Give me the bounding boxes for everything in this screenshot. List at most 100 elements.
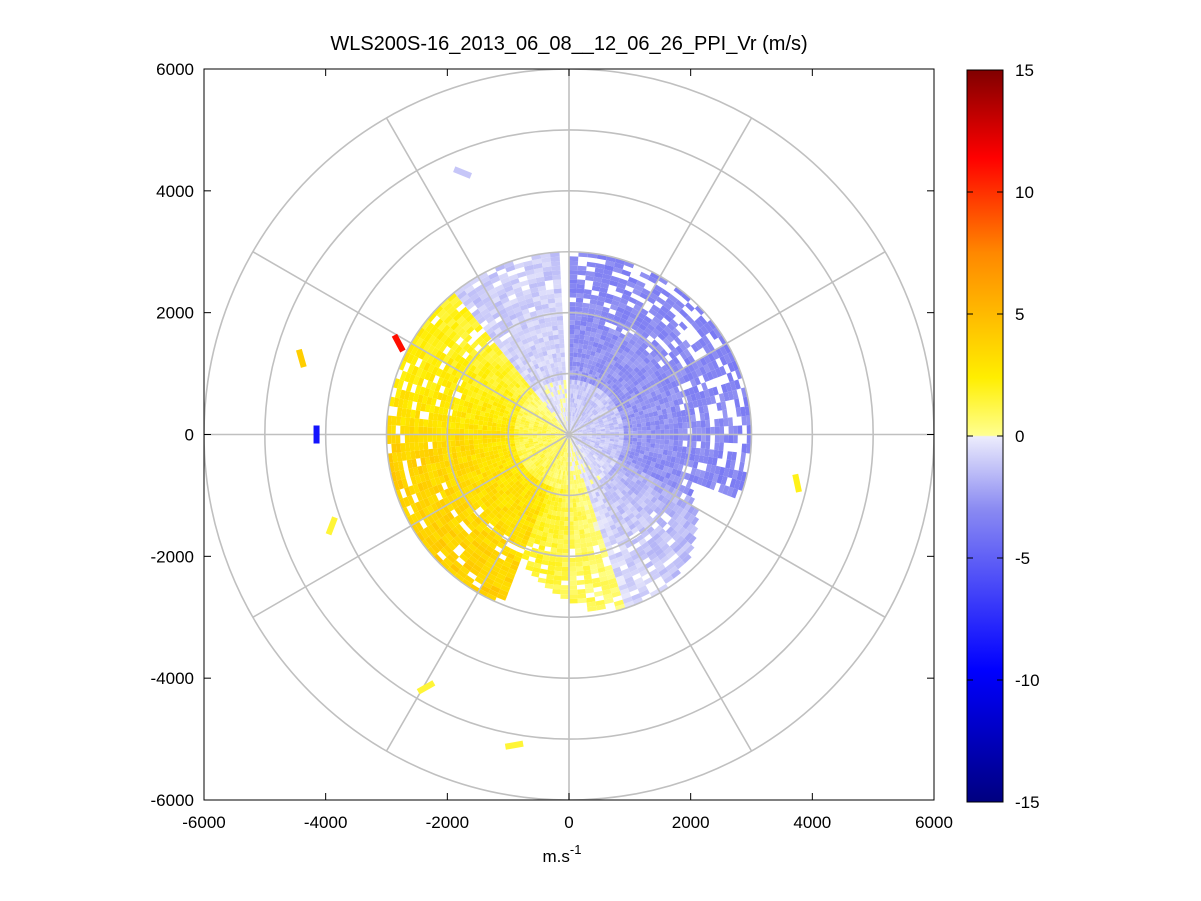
velocity-cell xyxy=(546,537,553,543)
velocity-cell xyxy=(469,444,475,451)
velocity-cell xyxy=(502,560,512,569)
velocity-cell xyxy=(470,454,477,461)
velocity-cell xyxy=(439,333,449,344)
velocity-cell xyxy=(652,452,659,459)
velocity-cell xyxy=(481,372,488,380)
velocity-cell xyxy=(530,407,536,413)
velocity-cell xyxy=(518,501,525,508)
velocity-cell xyxy=(602,273,612,280)
velocity-cell xyxy=(561,437,566,441)
velocity-cell xyxy=(587,410,592,416)
velocity-cell xyxy=(521,524,529,531)
velocity-cell xyxy=(487,446,494,452)
velocity-cell xyxy=(582,401,586,406)
velocity-cell xyxy=(564,512,569,517)
velocity-cell xyxy=(466,345,475,354)
velocity-cell xyxy=(462,310,472,320)
velocity-cell xyxy=(594,421,599,425)
velocity-cell xyxy=(591,430,597,433)
velocity-cell xyxy=(483,526,492,534)
velocity-cell xyxy=(573,431,578,434)
velocity-cell xyxy=(536,281,546,287)
velocity-cell xyxy=(403,390,411,401)
velocity-cell xyxy=(631,459,638,465)
velocity-cell xyxy=(472,563,482,573)
velocity-cell xyxy=(496,445,503,450)
velocity-cell xyxy=(580,395,584,401)
velocity-cell xyxy=(617,407,624,413)
velocity-cell xyxy=(606,379,613,385)
velocity-cell xyxy=(600,528,607,535)
velocity-cell xyxy=(576,469,580,475)
velocity-cell xyxy=(448,486,456,495)
velocity-cell xyxy=(474,312,484,321)
velocity-cell xyxy=(574,408,578,413)
velocity-cell xyxy=(586,597,596,603)
velocity-cell xyxy=(558,529,564,535)
velocity-cell xyxy=(548,560,556,567)
velocity-cell xyxy=(611,590,622,598)
velocity-cell xyxy=(606,489,612,496)
velocity-cell xyxy=(571,421,574,426)
velocity-cell xyxy=(561,407,565,413)
velocity-cell xyxy=(537,457,542,462)
velocity-cell xyxy=(477,370,485,378)
velocity-cell xyxy=(406,459,413,469)
velocity-cell xyxy=(662,396,669,404)
velocity-cell xyxy=(414,521,424,532)
velocity-cell xyxy=(399,370,408,381)
velocity-cell xyxy=(560,435,565,437)
velocity-cell xyxy=(569,324,575,330)
velocity-cell xyxy=(395,434,401,444)
velocity-cell xyxy=(542,380,547,386)
velocity-cell xyxy=(496,593,507,601)
velocity-cell xyxy=(654,473,661,481)
velocity-cell xyxy=(538,318,546,325)
velocity-cell xyxy=(632,427,638,432)
velocity-cell xyxy=(596,407,601,412)
velocity-cell xyxy=(541,331,549,338)
velocity-cell xyxy=(669,434,674,440)
velocity-cell xyxy=(527,390,533,396)
velocity-cell xyxy=(546,446,551,451)
velocity-cell xyxy=(414,474,422,484)
velocity-cell xyxy=(652,328,661,336)
velocity-cell xyxy=(537,371,543,378)
velocity-cell xyxy=(401,451,407,461)
velocity-cell xyxy=(534,390,540,396)
velocity-cell xyxy=(605,459,612,464)
velocity-cell xyxy=(703,322,713,333)
velocity-cell xyxy=(564,416,567,422)
velocity-cell xyxy=(660,571,671,581)
velocity-cell xyxy=(559,451,563,456)
velocity-cell xyxy=(570,420,572,426)
velocity-cell xyxy=(482,401,489,408)
velocity-cell xyxy=(523,476,530,482)
velocity-cell xyxy=(654,499,662,507)
velocity-cell xyxy=(541,436,547,439)
velocity-cell xyxy=(562,422,566,427)
velocity-cell xyxy=(443,387,450,395)
velocity-cell xyxy=(577,420,582,425)
velocity-cell xyxy=(595,424,600,428)
velocity-cell xyxy=(577,428,582,432)
detection-mark xyxy=(391,333,406,353)
velocity-cell xyxy=(577,399,581,405)
velocity-cell xyxy=(484,375,492,383)
velocity-cell xyxy=(556,428,561,432)
velocity-cell xyxy=(478,415,485,421)
velocity-cell xyxy=(682,434,688,441)
velocity-cell xyxy=(698,455,705,463)
velocity-cell xyxy=(563,412,566,417)
velocity-cell xyxy=(624,492,631,499)
velocity-cell xyxy=(543,442,549,446)
velocity-cell xyxy=(469,276,480,286)
velocity-cell xyxy=(465,301,476,311)
velocity-cell xyxy=(579,443,584,447)
velocity-cell xyxy=(502,480,509,487)
velocity-cell xyxy=(692,427,697,435)
velocity-cell xyxy=(574,484,578,489)
velocity-cell xyxy=(533,263,543,270)
velocity-cell xyxy=(514,382,521,389)
velocity-cell xyxy=(583,456,588,462)
